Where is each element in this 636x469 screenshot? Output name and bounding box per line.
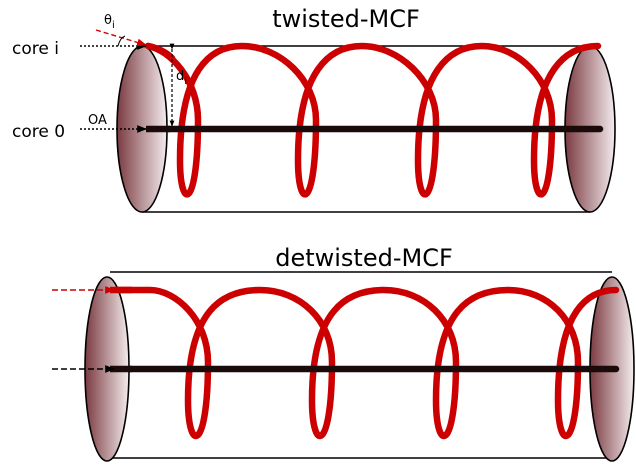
bottom-title: detwisted-MCF: [275, 244, 453, 272]
bottom-helix-core-i: [108, 286, 620, 440]
oa-label: OA: [88, 113, 107, 128]
core-0-label: core 0: [12, 122, 65, 142]
detwisted-mcf-diagram: detwisted-MCF: [52, 244, 635, 462]
theta-label: θi: [104, 13, 115, 31]
top-title: twisted-MCF: [272, 5, 420, 33]
core-i-label: core i: [12, 39, 59, 59]
top-helix-core-i: [144, 42, 602, 198]
bottom-cylinder-body: [110, 271, 612, 459]
d-label: di: [176, 69, 187, 87]
top-theta-ray: [95, 29, 147, 47]
top-theta-arc: [117, 35, 126, 47]
twisted-mcf-diagram: twisted-MCF core i core 0 OA θi di: [12, 5, 616, 213]
